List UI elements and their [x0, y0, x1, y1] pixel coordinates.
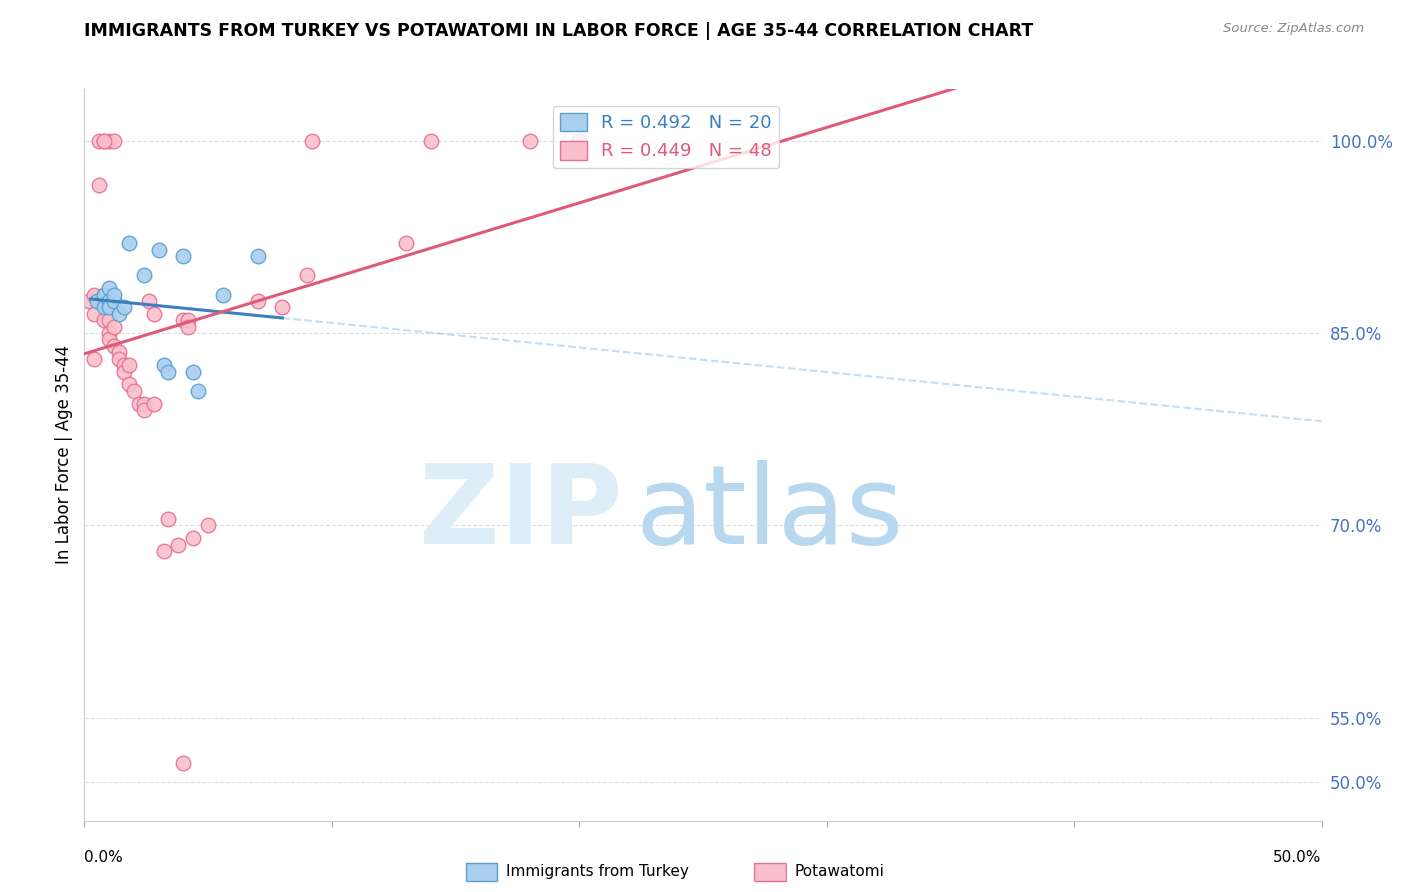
Point [301, 134, 323, 148]
Point [177, 313, 200, 327]
Point [103, 319, 125, 334]
Point [142, 307, 165, 321]
Point [197, 518, 219, 533]
Point [138, 293, 160, 308]
Point [103, 287, 125, 301]
Point [98, 281, 121, 295]
Point [172, 313, 194, 327]
Point [148, 243, 170, 257]
Point [89, 178, 111, 193]
Text: ZIP: ZIP [419, 460, 623, 567]
Point [93, 134, 115, 148]
Point [98, 301, 121, 315]
Point [157, 364, 180, 378]
Point [83, 351, 105, 366]
Text: 0.0%: 0.0% [84, 850, 124, 865]
Point [167, 538, 190, 552]
Point [103, 134, 125, 148]
Point [98, 333, 121, 347]
Point [271, 301, 294, 315]
Point [118, 377, 141, 392]
Point [93, 134, 115, 148]
Point [93, 287, 115, 301]
Text: Immigrants from Turkey: Immigrants from Turkey [506, 864, 689, 879]
Point [112, 358, 135, 372]
Point [98, 326, 121, 340]
Point [103, 293, 125, 308]
Point [132, 268, 155, 283]
FancyBboxPatch shape [465, 863, 498, 881]
Point [212, 287, 235, 301]
Point [108, 351, 131, 366]
Point [152, 544, 174, 558]
Point [246, 249, 269, 263]
Point [519, 134, 541, 148]
Point [246, 293, 269, 308]
Point [83, 287, 105, 301]
Point [103, 339, 125, 353]
Point [108, 307, 131, 321]
Text: Potawatomi: Potawatomi [794, 864, 884, 879]
Point [172, 249, 194, 263]
Point [108, 345, 131, 359]
FancyBboxPatch shape [754, 863, 786, 881]
Point [181, 532, 204, 546]
Point [98, 134, 121, 148]
Point [568, 134, 591, 148]
Point [83, 307, 105, 321]
Point [172, 756, 194, 770]
Point [86, 293, 108, 308]
Y-axis label: In Labor Force | Age 35-44: In Labor Force | Age 35-44 [55, 345, 73, 565]
Point [132, 396, 155, 410]
Point [93, 287, 115, 301]
Point [128, 396, 150, 410]
Point [395, 236, 418, 251]
Point [118, 236, 141, 251]
Text: Source: ZipAtlas.com: Source: ZipAtlas.com [1223, 22, 1364, 36]
Point [118, 358, 141, 372]
Point [419, 134, 441, 148]
Point [112, 364, 135, 378]
Point [181, 364, 204, 378]
Point [93, 301, 115, 315]
Text: atlas: atlas [636, 460, 904, 567]
Point [177, 319, 200, 334]
Point [89, 134, 111, 148]
Point [98, 293, 121, 308]
Point [98, 293, 121, 308]
Point [112, 301, 135, 315]
Point [142, 396, 165, 410]
Point [132, 403, 155, 417]
Point [187, 384, 209, 398]
Point [93, 313, 115, 327]
Point [295, 268, 318, 283]
Point [122, 384, 145, 398]
Text: 50.0%: 50.0% [1274, 850, 1322, 865]
Text: IMMIGRANTS FROM TURKEY VS POTAWATOMI IN LABOR FORCE | AGE 35-44 CORRELATION CHAR: IMMIGRANTS FROM TURKEY VS POTAWATOMI IN … [84, 22, 1033, 40]
Point [157, 512, 180, 526]
Point [98, 313, 121, 327]
Legend: R = 0.492   N = 20, R = 0.449   N = 48: R = 0.492 N = 20, R = 0.449 N = 48 [553, 105, 779, 168]
Point [79, 293, 101, 308]
Point [152, 358, 174, 372]
